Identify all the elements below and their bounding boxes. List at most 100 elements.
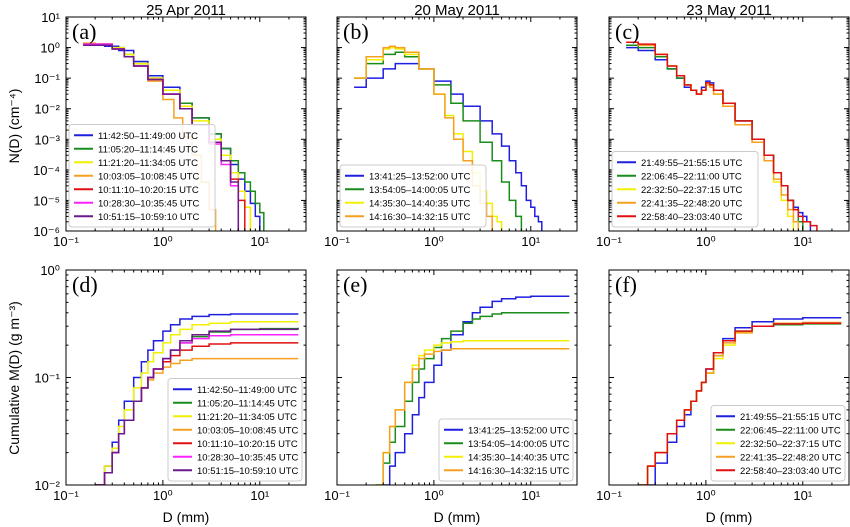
legend-entry: 22:58:40–23:03:40 UTC [740, 466, 842, 477]
y-tick-label: 10⁻⁴ [33, 163, 60, 178]
legend-entry: 10:51:15–10:59:10 UTC [98, 212, 200, 223]
series-line-2 [375, 312, 570, 485]
legend-entry: 13:41:25–13:52:00 UTC [369, 171, 471, 182]
y-tick-label: 10⁻⁶ [33, 224, 60, 239]
legend-entry: 11:21:20–11:34:05 UTC [98, 158, 198, 169]
legend-entry: 10:28:30–10:35:45 UTC [197, 452, 299, 463]
series-line-2 [354, 51, 523, 231]
x-tick-label: 10¹ [793, 234, 812, 249]
column-title-3: 23 May 2011 [686, 2, 772, 19]
legend: 13:41:25–13:52:00 UTC 13:54:05–14:00:05 U… [438, 418, 574, 482]
panel-d: 10⁻¹ 10⁰ 10¹10⁻²10⁻¹10⁰(d)11:42:50–11:49:0… [34, 263, 307, 503]
x-tick-label: 10⁰ [696, 234, 716, 249]
axes-frame [336, 16, 578, 232]
x-tick-label: 10¹ [521, 488, 540, 503]
legend-box [611, 151, 759, 228]
legend-entry: 13:54:05–14:00:05 UTC [468, 439, 570, 450]
series-group [95, 313, 300, 485]
row-label-top: N(D) (cm⁻⁴) [6, 89, 22, 164]
legend-entry: 11:42:50–11:49:00 UTC [197, 385, 297, 396]
legend-entry: 22:06:45–22:11:00 UTC [740, 425, 841, 436]
panel-c: 10⁻¹ 10⁰ 10¹ (c) 21:49:55–21:55:15 UTC 22:06:… [596, 16, 850, 249]
series-line-5 [638, 322, 842, 485]
legend-entry: 14:35:30–14:40:35 UTC [468, 452, 570, 463]
legend-entry: 10:11:10–10:20:15 UTC [197, 439, 298, 450]
panel-label: (b) [343, 19, 369, 44]
legend-entry: 10:03:05–10:08:45 UTC [98, 171, 200, 182]
series-line-5 [626, 41, 818, 231]
x-tick-label: 10⁻¹ [596, 234, 622, 249]
y-tick-label: 10⁻¹ [34, 371, 60, 386]
legend-entry: 13:41:25–13:52:00 UTC [468, 425, 570, 436]
legend-box [167, 378, 303, 482]
series-group [354, 45, 543, 231]
series-group [83, 42, 265, 231]
x-tick-label: 10¹ [793, 488, 812, 503]
panel-a: 10⁻¹ 10⁰ 10¹ 10⁻⁶ 10⁻⁵ 10⁻⁴ 10⁻³ 10⁻² 10⁻¹ 10⁰ 10¹… [33, 10, 307, 249]
x-label-3: D (mm) [706, 509, 753, 525]
x-tick-label: 10⁰ [424, 234, 444, 249]
x-label-2: D (mm) [434, 509, 481, 525]
series-line-1 [354, 62, 543, 231]
panel-label: (a) [72, 19, 96, 44]
legend: 11:42:50–11:49:00 UTC 11:05:20–11:14:45 U… [167, 378, 303, 482]
legend-entry: 14:16:30–14:32:15 UTC [369, 212, 471, 223]
panel-f: 10⁻¹ 10⁰ 10¹ (f) 21:49:55–21:55:15 UTC 22:06:… [596, 269, 850, 503]
x-tick-label: 10⁻¹ [53, 234, 79, 249]
x-tick-label: 10⁰ [696, 488, 716, 503]
panel-b: 10⁻¹ 10⁰ 10¹ (b) 13:41:25–13:52:00 UTC 13:54:… [324, 16, 578, 249]
column-title-2: 20 May 2011 [414, 2, 500, 19]
legend-entry: 22:32:50–22:37:15 UTC [740, 439, 842, 450]
panels: 10⁻¹ 10⁰ 10¹10⁻⁶10⁻⁵10⁻⁴10⁻³10⁻²10⁻¹10⁰10¹… [33, 10, 850, 503]
column-title-1: 25 Apr 2011 [146, 2, 226, 19]
panel-e: 10⁻¹ 10⁰ 10¹ (e) 13:41:25–13:52:00 UTC 13:54:… [324, 269, 578, 503]
x-label-1: D (mm) [163, 509, 210, 525]
x-tick-label: 10⁻¹ [324, 488, 350, 503]
x-tick-label: 10¹ [250, 488, 269, 503]
legend-box [339, 164, 487, 228]
legend-entry: 11:05:20–11:14:45 UTC [197, 398, 297, 409]
y-tick-label: 10⁻² [34, 102, 60, 117]
legend-entry: 22:32:50–22:37:15 UTC [641, 185, 743, 196]
x-tick-label: 10¹ [250, 234, 269, 249]
y-tick-label: 10⁰ [40, 41, 60, 56]
legend-entry: 22:06:45–22:11:00 UTC [641, 171, 742, 182]
legend-box [68, 124, 216, 228]
y-tick-label: 10⁻³ [34, 132, 60, 147]
series-group [626, 41, 818, 231]
legend-entry: 10:51:15–10:59:10 UTC [197, 466, 299, 477]
panel-label: (e) [343, 272, 367, 297]
legend-entry: 22:58:40–23:03:40 UTC [641, 212, 743, 223]
legend-entry: 14:35:30–14:40:35 UTC [369, 198, 471, 209]
legend: 11:42:50–11:49:00 UTC 11:05:20–11:14:45 U… [68, 124, 216, 228]
legend-entry: 10:11:10–10:20:15 UTC [98, 185, 199, 196]
legend-entry: 10:28:30–10:35:45 UTC [98, 198, 200, 209]
row-label-bottom: Cumulative M(D) (g m⁻³) [6, 301, 22, 455]
x-tick-label: 10⁰ [424, 488, 444, 503]
series-group [638, 316, 842, 485]
panel-label: (d) [72, 272, 98, 297]
y-tick-label: 10⁰ [40, 263, 60, 278]
legend: 21:49:55–21:55:15 UTC 22:06:45–22:11:00 U… [710, 405, 846, 482]
x-tick-label: 10⁻¹ [324, 234, 350, 249]
x-tick-label: 10⁰ [153, 234, 173, 249]
series-line-7 [95, 328, 299, 485]
panel-label: (c) [615, 19, 639, 44]
panel-label: (f) [615, 272, 637, 297]
axes-frame [65, 16, 307, 232]
x-tick-label: 10⁰ [153, 488, 173, 503]
x-tick-label: 10⁻¹ [596, 488, 622, 503]
legend-box [438, 418, 574, 482]
legend-box [710, 405, 846, 482]
x-tick-label: 10¹ [521, 234, 540, 249]
legend-entry: 22:41:35–22:48:20 UTC [740, 452, 842, 463]
legend-entry: 10:03:05–10:08:45 UTC [197, 425, 299, 436]
axes-frame [608, 16, 850, 232]
y-tick-label: 10⁻¹ [34, 71, 60, 86]
series-group [375, 295, 570, 485]
x-tick-label: 10⁻¹ [53, 488, 79, 503]
legend-entry: 11:21:20–11:34:05 UTC [197, 412, 297, 423]
legend: 21:49:55–21:55:15 UTC 22:06:45–22:11:00 U… [611, 151, 759, 228]
legend-entry: 22:41:35–22:48:20 UTC [641, 198, 743, 209]
legend-entry: 11:42:50–11:49:00 UTC [98, 131, 198, 142]
